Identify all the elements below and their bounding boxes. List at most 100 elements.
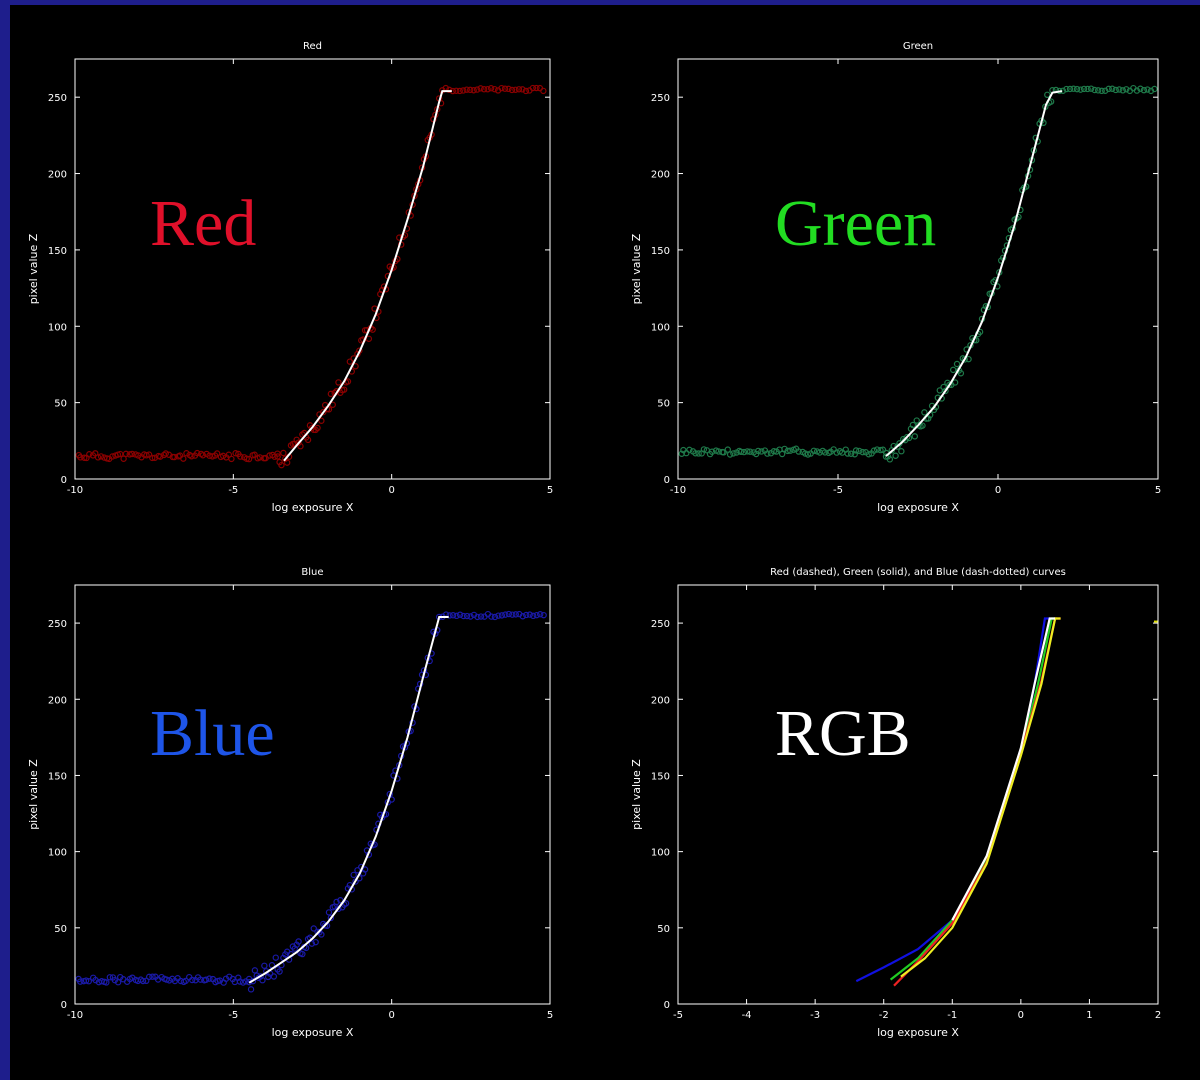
data-point [1080,85,1088,93]
data-point [77,454,84,461]
data-point [536,84,544,92]
data-point [522,87,530,95]
data-point [533,611,540,619]
data-point [692,450,699,457]
data-point [456,87,463,95]
data-point [446,86,453,94]
overlay-label: RGB [775,697,911,770]
data-point [755,447,762,455]
x-tick-label: -4 [742,1010,752,1021]
data-point [149,973,156,980]
data-point [495,612,502,619]
data-point [308,940,316,947]
data-point [919,422,926,429]
data-point [851,451,858,458]
data-point [261,962,268,969]
data-point [228,455,235,463]
y-tick-label: 150 [48,246,67,257]
data-point [894,443,901,450]
data-point [477,613,485,620]
x-tick-label: -3 [810,1010,820,1021]
y-tick-label: 200 [48,695,67,706]
data-point [109,453,116,460]
plot-frame [677,58,1159,480]
y-tick-label: 250 [651,619,670,630]
x-tick-label: -5 [228,485,238,496]
data-point [297,443,304,450]
data-point [700,446,708,453]
data-point [946,381,953,389]
y-tick-label: 0 [664,1000,670,1011]
data-point [280,449,287,457]
data-point [491,85,498,93]
data-point [232,450,239,457]
data-point [1066,85,1074,93]
y-tick-label: 200 [651,695,670,706]
x-tick-label: -1 [947,1010,957,1021]
data-point [213,450,221,457]
data-point [245,455,253,463]
data-point [199,452,207,459]
data-point [463,612,471,620]
data-point [272,954,279,961]
data-point [1087,85,1095,92]
data-point [1063,85,1070,93]
data-point [540,87,547,95]
data-point [143,452,150,459]
data-point [77,978,84,985]
y-tick-label: 150 [48,771,67,782]
data-point [512,86,519,93]
data-point [879,446,887,453]
data-point [86,451,93,458]
data-point [1119,87,1127,94]
y-axis-label: pixel value Z [27,759,40,830]
data-point [1105,85,1112,93]
data-point [505,85,512,93]
data-point [1116,86,1123,93]
data-point [526,611,533,618]
data-point [491,613,499,621]
data-point [149,454,156,462]
data-point [498,612,506,619]
data-point [519,86,526,93]
data-point [139,977,147,985]
data-point [342,900,350,907]
data-point [103,979,110,986]
data-point [126,451,133,458]
data-point [318,931,325,938]
data-point [886,456,894,463]
x-tick-label: 0 [1018,1010,1024,1021]
data-point [320,408,327,416]
x-tick-label: -5 [228,1010,238,1021]
x-tick-label: 5 [1155,485,1161,496]
data-point [856,447,863,455]
overlay-label: Green [775,187,936,260]
data-point [488,613,495,620]
y-tick-label: 0 [61,1000,67,1011]
data-point [453,612,460,620]
panel-title: Blue [301,567,323,578]
data-point [299,950,306,958]
data-point [344,378,352,385]
data-point [758,448,765,455]
data-point [909,421,917,429]
data-point [781,445,788,453]
data-point [865,451,872,458]
data-point [293,941,300,948]
y-axis-label: pixel value Z [630,233,643,304]
data-point [1098,87,1105,95]
data-point [961,356,968,363]
data-point [847,450,855,457]
data-point [302,944,310,952]
data-point [877,446,884,454]
data-point [333,898,340,906]
plot-frame [74,58,551,480]
x-tick-label: -2 [879,1010,889,1021]
x-tick-label: -10 [67,485,83,496]
x-axis-label: log exposure X [272,501,354,514]
overlay-label: Red [150,187,256,260]
y-tick-label: 50 [657,924,670,935]
